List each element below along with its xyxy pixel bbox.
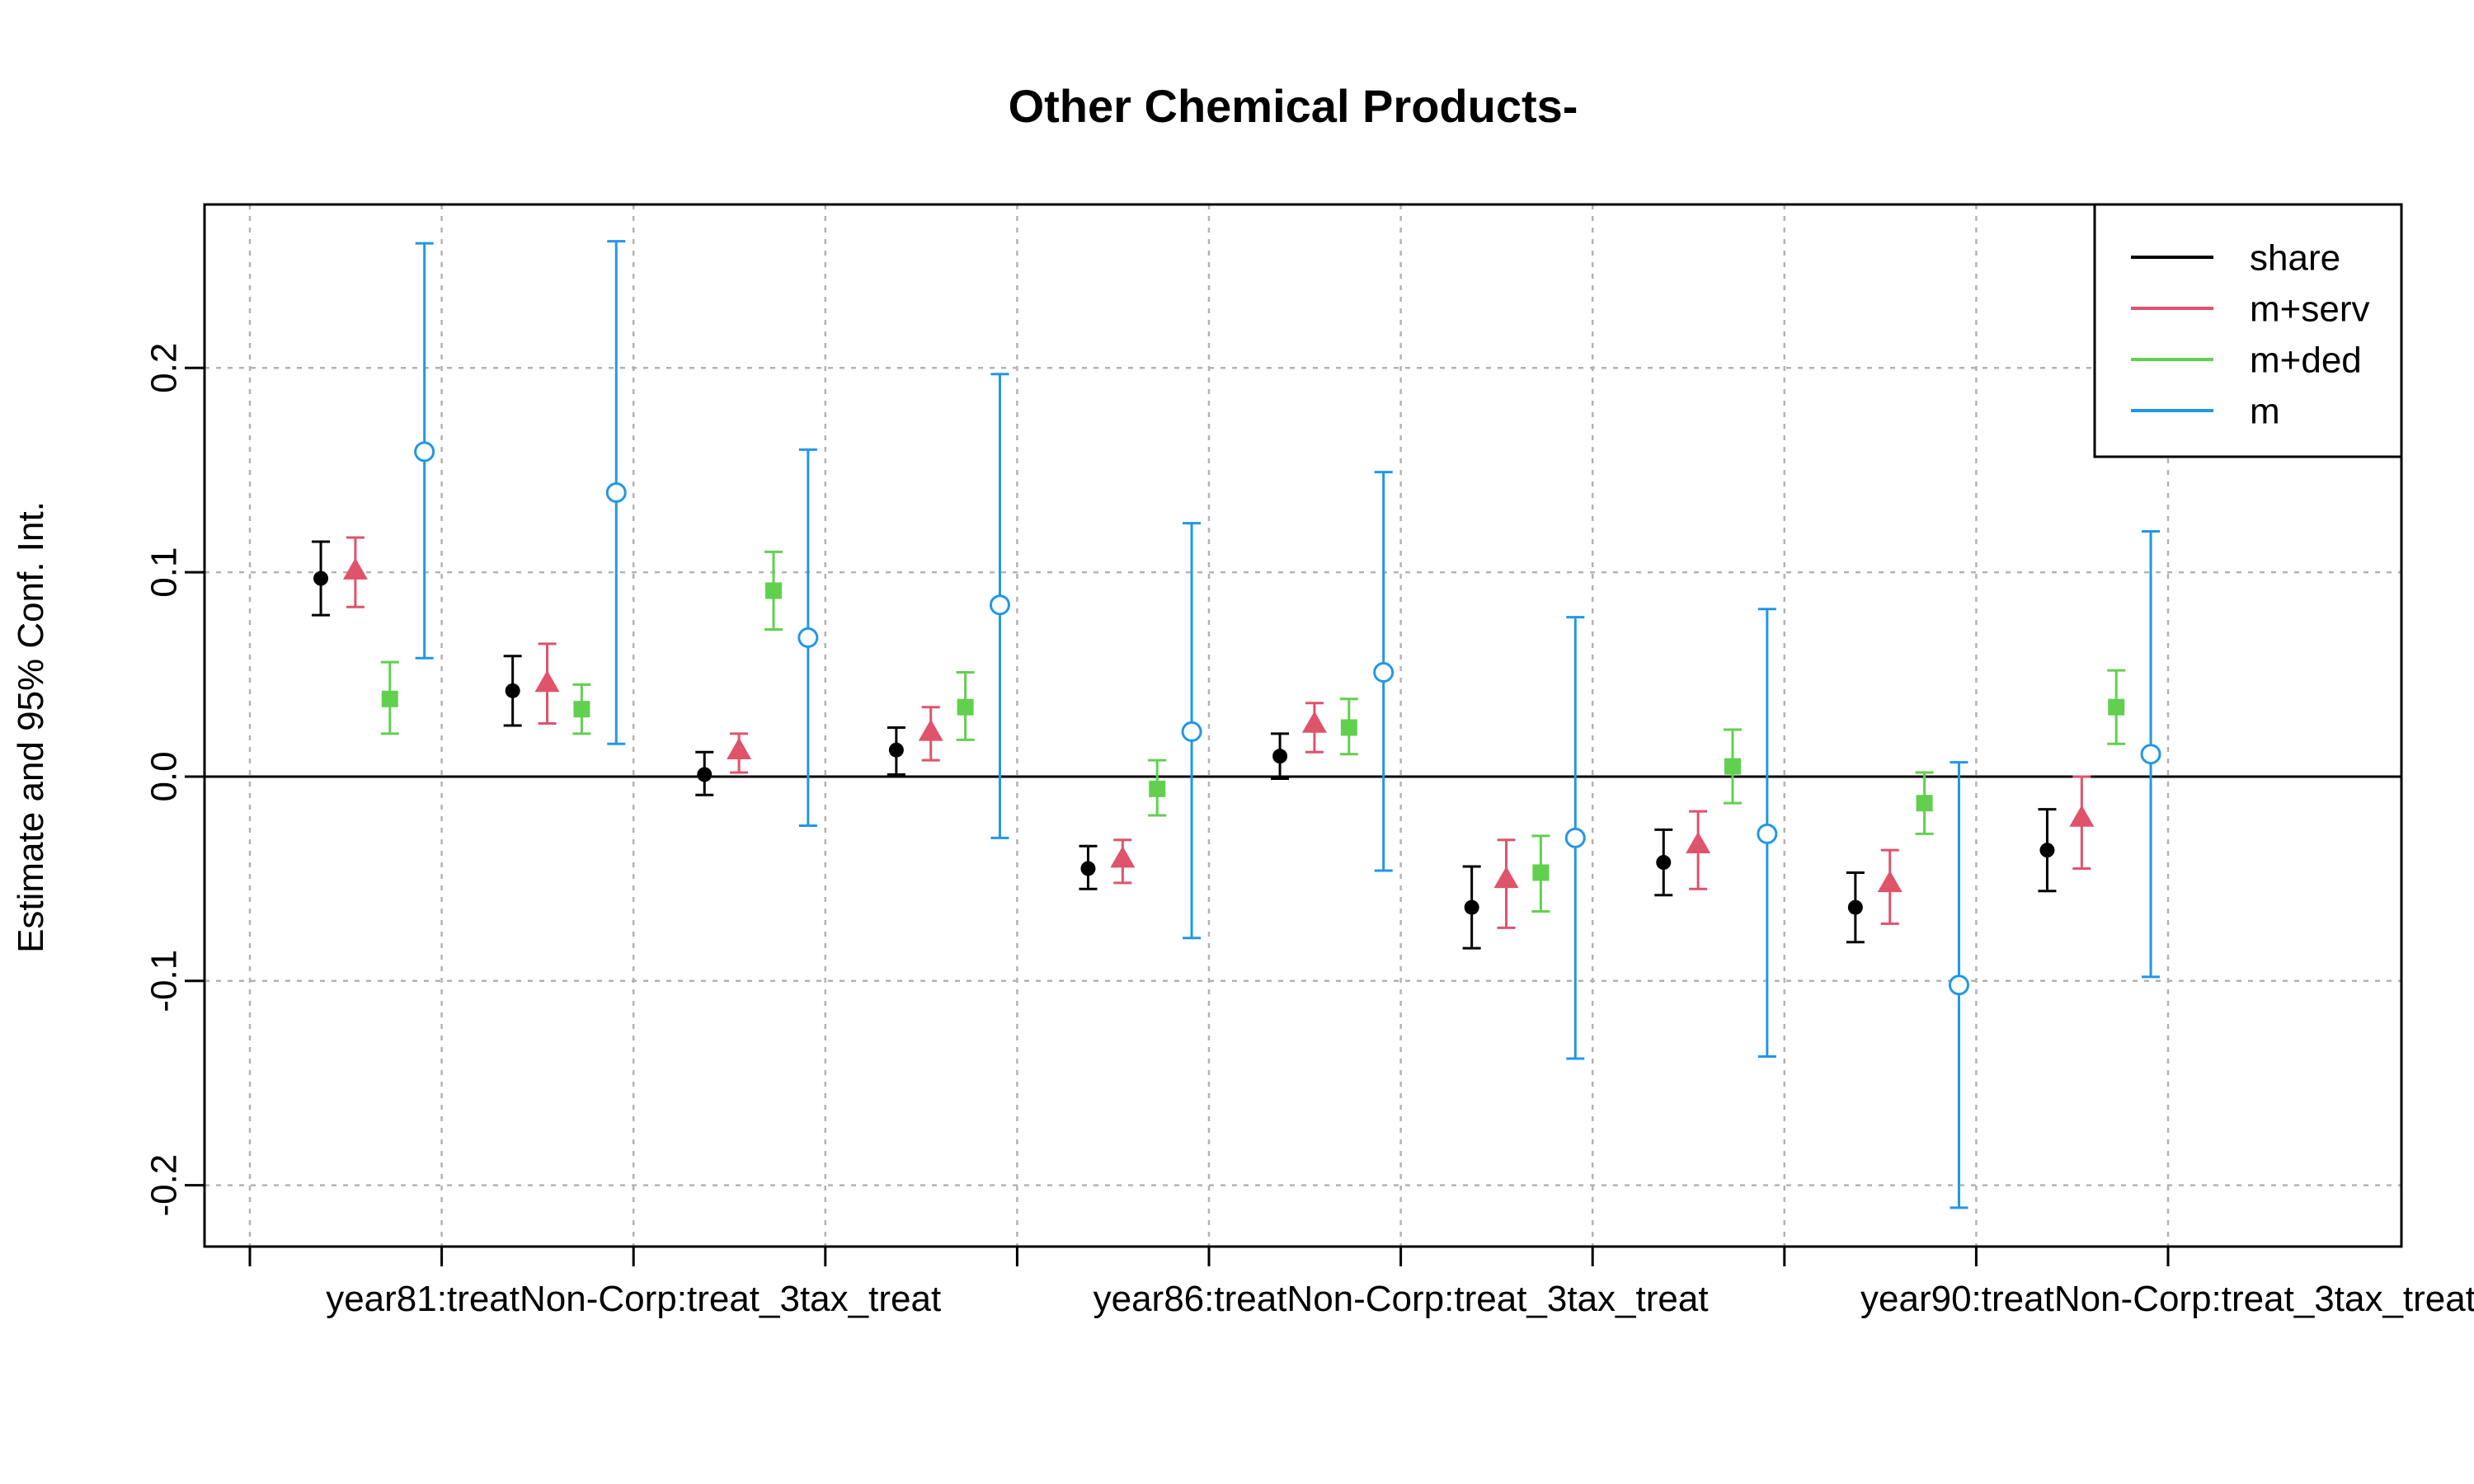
point-estimate	[2069, 805, 2095, 827]
legend-label: share	[2250, 237, 2340, 278]
y-tick-label: 0.1	[143, 547, 184, 598]
legend-label: m+ded	[2250, 340, 2362, 380]
point-estimate	[957, 698, 974, 716]
point-estimate	[1532, 864, 1550, 881]
legend-label: m	[2250, 391, 2280, 431]
point-estimate	[414, 441, 435, 463]
point-estimate	[1181, 721, 1202, 742]
point-estimate	[1847, 899, 1863, 915]
point-estimate	[1301, 711, 1327, 733]
point-estimate	[697, 767, 713, 782]
point-estimate	[1656, 855, 1672, 871]
legend-label: m+serv	[2250, 289, 2369, 329]
y-axis-label: Estimate and 95% Conf. Int.	[11, 501, 51, 953]
data-marks	[312, 240, 2161, 1209]
point-estimate	[1686, 831, 1711, 853]
point-estimate	[1373, 662, 1395, 683]
point-estimate	[1757, 823, 1778, 844]
point-estimate	[1564, 827, 1586, 848]
x-tick-label: year86:treatNon-Corp:treat_3tax_treat	[1094, 1279, 1709, 1319]
point-estimate	[1493, 866, 1519, 889]
y-tick-label: 0.2	[143, 343, 184, 393]
y-tick-label: -0.2	[143, 1154, 184, 1217]
point-estimate	[2108, 698, 2125, 716]
point-estimate	[727, 737, 752, 759]
point-estimate	[1916, 795, 1933, 812]
point-estimate	[1464, 899, 1479, 915]
point-estimate	[918, 719, 943, 741]
point-estimate	[1110, 846, 1136, 868]
y-tick-label: -0.1	[143, 950, 184, 1012]
point-estimate	[505, 683, 520, 698]
point-estimate	[342, 557, 368, 580]
plot-frame	[203, 203, 2403, 1248]
y-tick-label: 0.0	[143, 751, 184, 801]
point-estimate	[381, 690, 398, 707]
legend: share m+serv m+ded m	[2093, 203, 2403, 458]
point-estimate	[605, 481, 627, 503]
point-estimate	[1149, 780, 1166, 797]
point-estimate	[764, 582, 782, 599]
point-estimate	[313, 571, 329, 586]
point-estimate	[797, 627, 819, 648]
x-tick-label: year81:treatNon-Corp:treat_3tax_treat	[326, 1279, 941, 1319]
x-tick-label: year90:treatNon-Corp:treat_3tax_treat	[1860, 1279, 2474, 1319]
point-estimate	[2039, 843, 2055, 858]
point-estimate	[534, 669, 560, 693]
point-estimate	[573, 701, 590, 718]
point-estimate	[1948, 974, 1969, 996]
point-estimate	[989, 594, 1010, 616]
legend-box	[2093, 203, 2403, 458]
point-estimate	[1724, 758, 1741, 775]
point-estimate	[1340, 719, 1357, 736]
point-estimate	[1272, 749, 1288, 764]
point-estimate	[888, 742, 904, 758]
axes: -0.2 -0.1 0.0 0.1 0.2 year81:treatNon-Corp:tr…	[143, 203, 2474, 1319]
point-estimate	[1080, 861, 1096, 876]
point-estimate	[1877, 870, 1903, 893]
point-estimate	[2140, 744, 2161, 765]
chart-title: Other Chemical Products-	[1009, 80, 1578, 132]
